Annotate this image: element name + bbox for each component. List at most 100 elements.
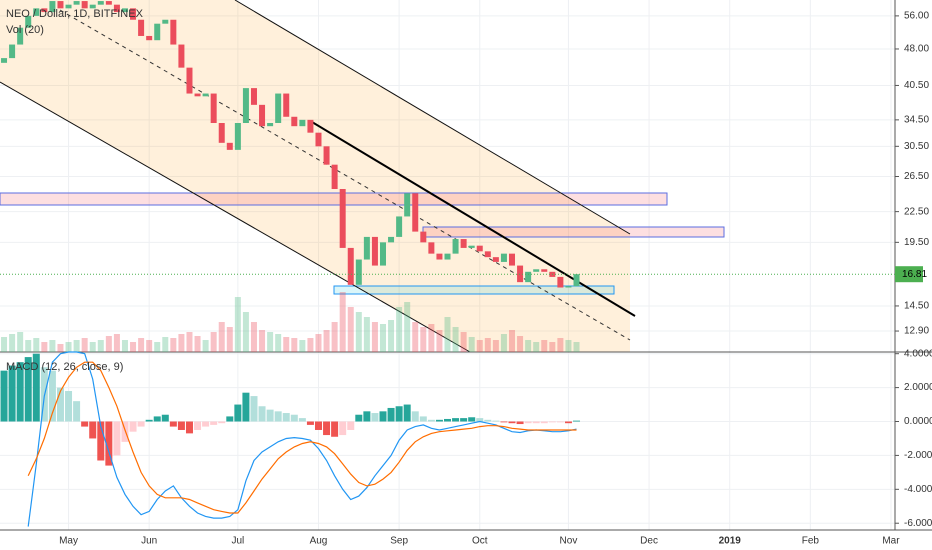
candle-body xyxy=(460,239,467,248)
y-tick-label: -2.0000 xyxy=(904,450,932,461)
volume-bar xyxy=(275,334,282,352)
candle-body xyxy=(436,253,443,260)
y-tick-label: 12.90 xyxy=(904,326,929,337)
candle-body xyxy=(557,276,564,288)
volume-bar xyxy=(25,340,32,352)
y-tick-label: 34.50 xyxy=(904,115,929,126)
volume-bar xyxy=(267,332,274,352)
histogram-bar xyxy=(355,414,363,422)
volume-bar xyxy=(178,334,185,352)
volume-bar xyxy=(218,322,225,352)
histogram-bar xyxy=(65,390,73,422)
candle-body xyxy=(81,1,88,9)
histogram-bar xyxy=(202,421,210,427)
candle-body xyxy=(379,242,386,266)
candle-body xyxy=(259,104,266,127)
histogram-bar xyxy=(48,370,56,422)
candle-body xyxy=(89,4,96,9)
volume-bar xyxy=(113,334,120,352)
volume-bar xyxy=(509,330,516,352)
candle-body xyxy=(283,93,290,117)
candle-body xyxy=(492,257,499,262)
volume-bar xyxy=(138,338,145,352)
macd-legend: MACD (12, 26, close, 9) xyxy=(6,361,123,373)
volume-bar xyxy=(573,342,580,352)
volume-bar xyxy=(355,312,362,352)
candle-body xyxy=(388,236,395,243)
volume-bar xyxy=(412,322,419,352)
y-tick-label: 4.0000 xyxy=(904,348,932,359)
histogram-bar xyxy=(331,421,339,437)
candle-body xyxy=(121,8,128,13)
volume-bar xyxy=(323,330,330,352)
histogram-bar xyxy=(524,421,532,424)
candle-body xyxy=(234,122,241,150)
channel-fill xyxy=(0,0,630,352)
candle-body xyxy=(565,286,572,288)
volume-bar xyxy=(283,337,290,352)
last-price-box xyxy=(895,266,923,283)
histogram-bar xyxy=(347,421,355,430)
y-tick-label: 30.50 xyxy=(904,141,929,152)
candle-body xyxy=(396,216,403,237)
candle-body xyxy=(573,274,580,287)
y-tick-label: 0.0000 xyxy=(904,416,932,427)
candle-body xyxy=(307,119,314,133)
candle-body xyxy=(444,253,451,260)
candle-body xyxy=(371,236,378,266)
volume-bar xyxy=(81,338,88,352)
macd-line xyxy=(27,351,577,527)
candle-body xyxy=(404,193,411,217)
y-tick-label: 14.50 xyxy=(904,301,929,312)
histogram-bar xyxy=(242,392,250,422)
candle-body xyxy=(428,242,435,254)
candle-body xyxy=(476,245,483,252)
volume-bar xyxy=(557,338,564,352)
histogram-bar xyxy=(89,421,97,439)
histogram-bar xyxy=(16,362,24,422)
candle-body xyxy=(299,119,306,127)
histogram-bar xyxy=(532,421,540,424)
y-tick-label: -4.0000 xyxy=(904,484,932,495)
volume-bar xyxy=(525,340,532,352)
candle-body xyxy=(363,236,370,260)
candle-body xyxy=(1,58,8,63)
candle-body xyxy=(452,239,459,254)
candle-body xyxy=(65,4,72,9)
candle-body xyxy=(525,271,532,283)
x-tick-label: Jul xyxy=(231,536,244,547)
volume-bar xyxy=(1,337,8,352)
histogram-bar xyxy=(484,419,492,422)
histogram-bar xyxy=(169,421,177,427)
histogram-bar xyxy=(218,421,226,424)
volume-bar xyxy=(105,336,112,352)
volume-bar xyxy=(73,340,80,352)
volume-bar xyxy=(428,324,435,352)
y-tick-label: 26.50 xyxy=(904,171,929,182)
histogram-bar xyxy=(137,421,145,427)
x-tick-label: Sep xyxy=(390,536,408,547)
candle-body xyxy=(226,142,233,150)
resistance-zone xyxy=(422,226,725,238)
volume-bar xyxy=(436,330,443,352)
volume-bar xyxy=(65,342,72,352)
candle-body xyxy=(331,164,338,190)
volume-bar xyxy=(226,327,233,352)
candle-body xyxy=(218,122,225,143)
histogram-bar xyxy=(500,421,508,423)
candle-body xyxy=(275,93,282,123)
volume-bar xyxy=(541,340,548,352)
histogram-bar xyxy=(177,421,185,430)
histogram-bar xyxy=(435,419,443,422)
candle-body xyxy=(9,44,16,59)
candle-body xyxy=(202,93,209,97)
volume-bar xyxy=(565,340,572,352)
candle-body xyxy=(25,15,32,28)
candle-body xyxy=(347,247,354,285)
trend-line xyxy=(311,121,636,317)
candle-body xyxy=(33,8,40,16)
channel-median xyxy=(59,9,631,341)
volume-bar xyxy=(517,336,524,352)
volume-bar xyxy=(371,322,378,352)
volume-bar xyxy=(89,342,96,352)
